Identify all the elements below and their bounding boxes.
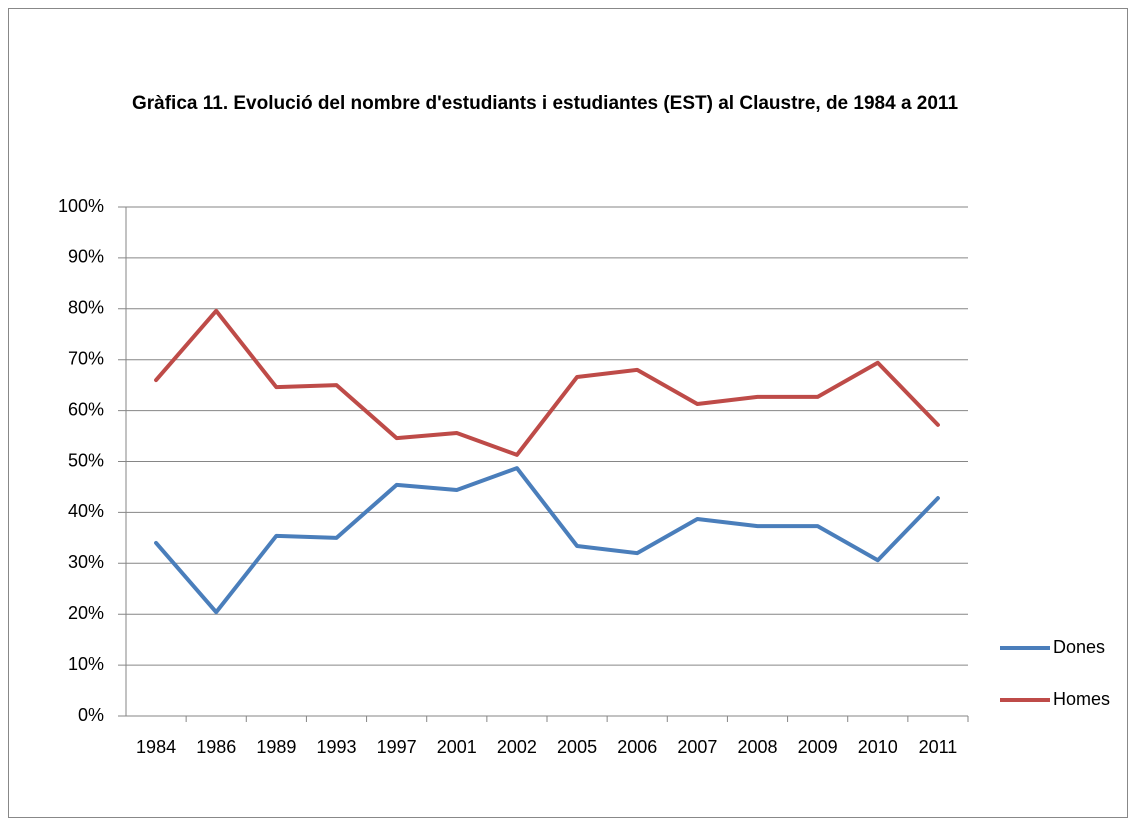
y-tick-label: 90%: [68, 247, 104, 267]
y-tick-label: 70%: [68, 348, 104, 368]
x-tick-label: 2010: [858, 737, 898, 757]
legend-label: Dones: [1053, 637, 1105, 657]
y-tick-label: 10%: [68, 654, 104, 674]
x-tick-label: 2011: [919, 737, 958, 757]
x-tick-label: 2008: [737, 737, 777, 757]
x-tick-label: 1997: [377, 737, 417, 757]
y-tick-label: 60%: [68, 399, 104, 419]
y-tick-label: 80%: [68, 298, 104, 318]
chart-frame: [8, 8, 1128, 818]
x-tick-label: 2009: [798, 737, 838, 757]
x-tick-label: 1989: [256, 737, 296, 757]
x-tick-label: 1993: [316, 737, 356, 757]
x-tick-label: 1984: [136, 737, 176, 757]
chart-title: Gràfica 11. Evolució del nombre d'estudi…: [132, 93, 958, 114]
x-tick-label: 1986: [196, 737, 236, 757]
y-tick-label: 30%: [68, 552, 104, 572]
x-tick-label: 2001: [437, 737, 477, 757]
y-tick-label: 100%: [58, 196, 104, 216]
x-tick-label: 2007: [677, 737, 717, 757]
y-tick-label: 0%: [78, 705, 104, 725]
y-tick-label: 20%: [68, 603, 104, 623]
series-line: [154, 466, 940, 615]
series-line: [154, 308, 940, 457]
x-tick-label: 2005: [557, 737, 597, 757]
legend-label: Homes: [1053, 689, 1110, 709]
x-tick-label: 2002: [497, 737, 537, 757]
x-tick-label: 2006: [617, 737, 657, 757]
y-tick-label: 40%: [68, 501, 104, 521]
y-tick-label: 50%: [68, 450, 104, 470]
